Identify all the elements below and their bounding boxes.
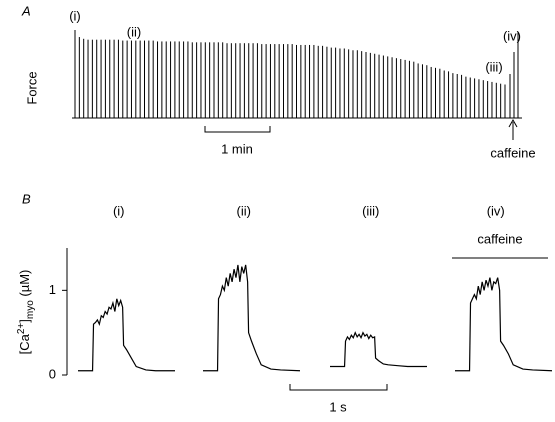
annotation: (iii)	[485, 59, 502, 74]
scale-bar	[204, 126, 271, 133]
y-label-part: [Ca	[17, 333, 32, 354]
y-axis-label: Force	[24, 71, 39, 104]
panel-label: A	[21, 3, 31, 18]
panel-label: B	[22, 191, 31, 206]
trace-label: (iv)	[487, 203, 505, 218]
calcium-trace	[455, 277, 553, 372]
trace-label: (iii)	[362, 203, 379, 218]
scale-bar-label: 1 s	[329, 399, 347, 414]
calcium-trace	[330, 331, 427, 368]
trace-label: (ii)	[237, 203, 251, 218]
trace-label: (i)	[113, 203, 125, 218]
calcium-trace	[203, 264, 301, 372]
annotation: (iv)	[503, 28, 521, 43]
y-tick-label: 0	[49, 366, 56, 381]
calcium-trace	[78, 298, 175, 372]
scale-bar	[289, 384, 388, 391]
annotation: (i)	[69, 8, 81, 23]
y-axis-label: [Ca2+]myo (µM)	[16, 270, 36, 355]
y-label-sub: myo	[25, 300, 36, 319]
marker-label: caffeine	[490, 145, 535, 160]
y-label-sup: 2+	[16, 323, 27, 335]
y-tick-label: 1	[49, 282, 56, 297]
annotation: (ii)	[127, 24, 141, 39]
arrow	[508, 118, 518, 140]
scale-bar-label: 1 min	[221, 141, 253, 156]
y-label-part: (µM)	[17, 270, 32, 301]
caffeine-label: caffeine	[477, 231, 522, 246]
y-label-part: ]	[17, 319, 32, 323]
